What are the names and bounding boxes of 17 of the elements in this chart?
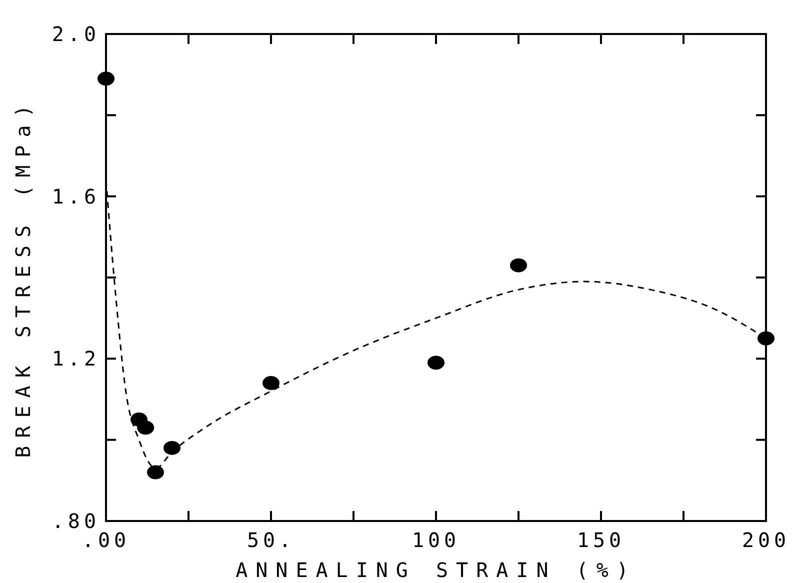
y-tick-label: 1.6 bbox=[52, 184, 100, 208]
y-tick-label: 2.0 bbox=[52, 22, 100, 46]
point bbox=[98, 72, 114, 86]
point bbox=[758, 331, 774, 346]
x-tick-label: 100 bbox=[412, 528, 460, 552]
y-axis-title: BREAK STRESS (MPa) bbox=[11, 97, 35, 458]
point bbox=[510, 258, 527, 272]
x-tick-label: 50. bbox=[246, 528, 296, 552]
point bbox=[262, 376, 280, 390]
y-tick-label: 1.2 bbox=[52, 346, 100, 371]
point bbox=[137, 420, 154, 435]
x-tick-label: 150 bbox=[576, 528, 626, 552]
point bbox=[428, 356, 444, 370]
x-axis-title: ANNEALING STRAIN (%) bbox=[236, 558, 636, 582]
x-tick-label: 200 bbox=[742, 528, 790, 552]
point bbox=[147, 465, 164, 480]
point bbox=[164, 440, 180, 455]
